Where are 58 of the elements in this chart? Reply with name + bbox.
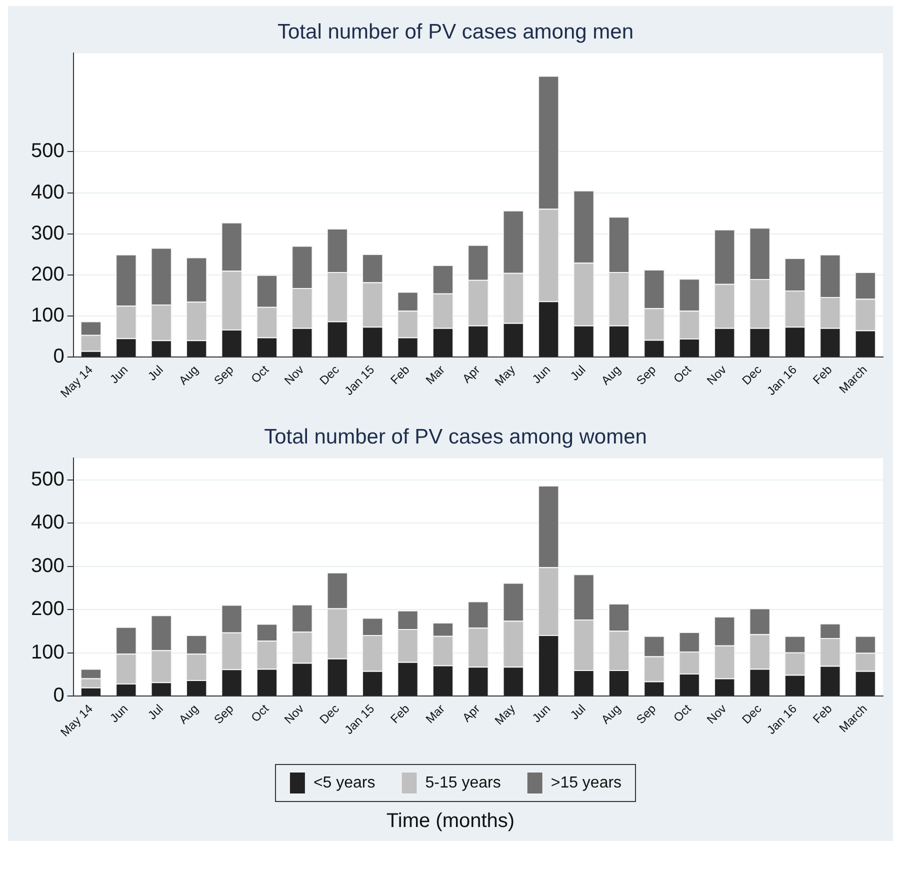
y-tick-label: 300 [30, 554, 64, 577]
y-tick-label: 200 [30, 263, 64, 286]
x-tick-label: Feb [810, 362, 835, 388]
x-tick-label: Jul [145, 362, 166, 384]
x-tick-label: Jun [107, 702, 131, 726]
x-tick-label: Nov [704, 362, 730, 388]
x-tick-label: Jan 16 [764, 701, 800, 738]
x-tick-label: Feb [388, 701, 412, 726]
x-tick-label: May [492, 702, 518, 728]
x-tick-label: Dec [316, 702, 342, 727]
x-tick-label: Jan 15 [342, 701, 378, 738]
x-tick-label: Dec [739, 362, 764, 388]
x-tick-label: Mar [422, 702, 448, 726]
x-tick-label: Jan 16 [764, 362, 800, 398]
x-tick-label: Jan 15 [342, 362, 378, 398]
x-tick-label: Jul [568, 702, 588, 722]
x-tick-label: May [492, 362, 518, 389]
y-tick-label: 400 [30, 512, 64, 534]
x-tick-label: Oct [248, 701, 272, 725]
y-tick-label: 100 [30, 641, 64, 664]
x-tick-label: Nov [704, 702, 730, 727]
x-tick-label: Aug [598, 702, 624, 727]
x-tick-label: Aug [176, 702, 202, 727]
x-tick-label: Sep [211, 701, 236, 727]
chart-title: Total number of PV cases among men [277, 20, 634, 44]
x-tick-label: Dec [739, 702, 764, 727]
x-tick-label: Dec [316, 362, 342, 388]
x-tick-label: Nov [282, 362, 307, 388]
x-tick-label: Jul [568, 362, 588, 384]
x-tick-label: Oct [248, 362, 272, 386]
x-tick-label: Jul [145, 702, 166, 722]
y-tick-label: 500 [30, 140, 64, 162]
x-tick-label: Oct [670, 362, 694, 386]
x-tick-label: Jun [529, 702, 554, 726]
chart-title: Total number of PV cases among women [264, 425, 647, 448]
x-tick-label: Apr [460, 702, 483, 725]
y-tick-label: 200 [30, 598, 64, 620]
y-tick-label: 400 [30, 181, 64, 204]
y-tick-label: 500 [30, 468, 64, 490]
x-tick-label: Mar [422, 362, 448, 388]
legend-label: >15 years [550, 774, 622, 792]
x-tick-label: Nov [282, 702, 307, 727]
x-tick-label: Feb [810, 701, 835, 726]
x-tick-label: Oct [670, 701, 694, 725]
x-tick-label: Feb [388, 362, 412, 388]
x-axis-title: Time (months) [385, 810, 516, 833]
x-tick-label: Aug [598, 362, 624, 388]
legend-label: 5-15 years [425, 774, 501, 792]
y-tick-label: 100 [30, 304, 64, 326]
x-tick-label: Jun [107, 362, 131, 386]
x-tick-label: Sep [634, 701, 659, 727]
x-tick-label: Aug [176, 362, 202, 388]
x-tick-label: Sep [634, 362, 659, 388]
x-tick-label: Apr [460, 362, 483, 386]
x-tick-label: Jun [529, 362, 554, 386]
legend-label: <5 years [313, 774, 376, 792]
y-tick-label: 300 [30, 222, 64, 244]
x-tick-label: Sep [211, 362, 236, 388]
